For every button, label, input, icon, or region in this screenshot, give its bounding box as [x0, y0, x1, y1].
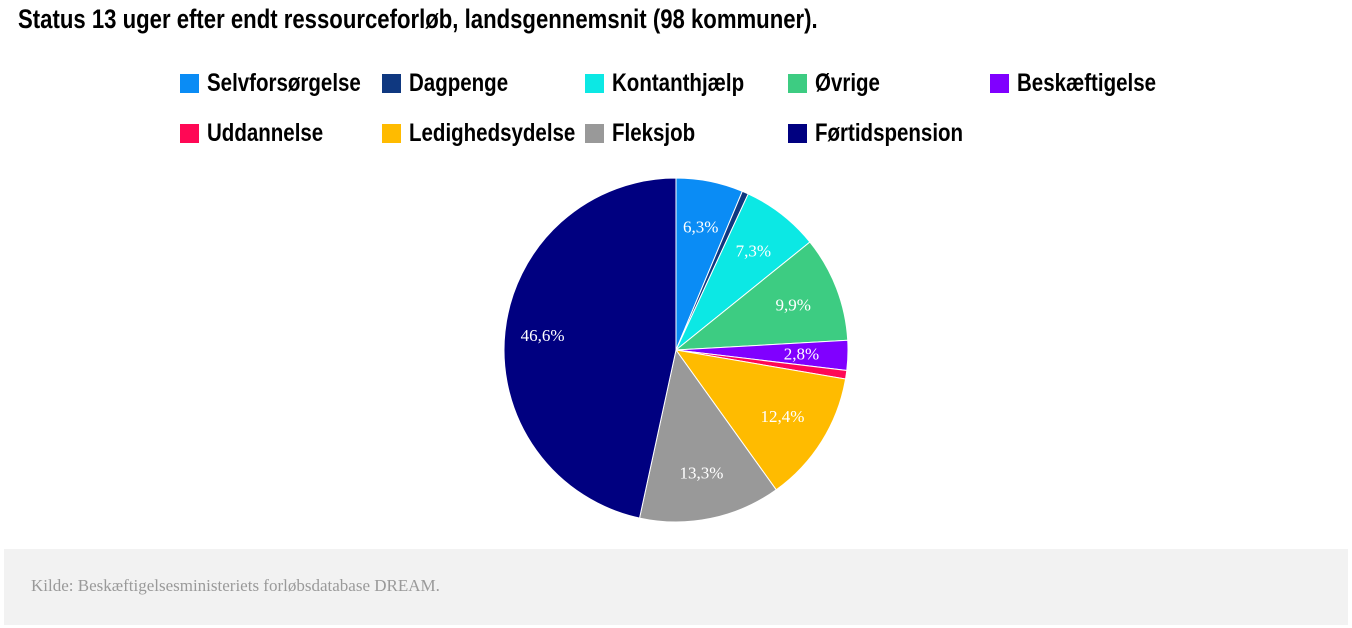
data-label-foertidspension: 46,6%: [521, 326, 565, 345]
source-footer: Kilde: Beskæftigelsesministeriets forløb…: [4, 549, 1348, 625]
pie-slice-ledighedsydelse: [674, 349, 847, 491]
legend-label: Beskæftigelse: [1017, 68, 1157, 97]
data-label-fleksjob: 13,3%: [680, 464, 724, 483]
legend-label: Førtidspension: [815, 118, 964, 147]
source-note: Kilde: Beskæftigelsesministeriets forløb…: [31, 576, 440, 595]
data-label-oevrige: 9,9%: [775, 295, 810, 314]
legend-item-dagpenge: Dagpenge: [382, 68, 530, 98]
pie-chart: 6,3% 7,3% 9,9% 2,8% 12,4% 13,3% 46,6%: [503, 177, 849, 523]
legend-swatch: [180, 73, 199, 93]
legend-swatch: [788, 123, 807, 143]
pie-slice-foertidspension: [503, 177, 677, 519]
legend-swatch: [382, 73, 401, 93]
legend-item-fleksjob: Fleksjob: [585, 118, 713, 148]
legend-label: Ledighedsydelse: [409, 118, 576, 147]
legend-swatch: [585, 123, 604, 143]
legend-item-oevrige: Øvrige: [788, 68, 894, 98]
legend-label: Øvrige: [815, 68, 880, 97]
legend-label: Selvforsørgelse: [207, 68, 361, 97]
legend-swatch: [585, 73, 604, 93]
data-label-selvforsoergelse: 6,3%: [683, 217, 718, 236]
legend-item-selvforsoergelse: Selvforsørgelse: [180, 68, 395, 98]
pie-slice-oevrige: [674, 241, 849, 351]
legend-label: Dagpenge: [409, 68, 509, 97]
legend-label: Uddannelse: [207, 118, 324, 147]
legend-item-beskaeftigelse: Beskæftigelse: [990, 68, 1187, 98]
legend-item-kontanthjaelp: Kontanthjælp: [585, 68, 773, 98]
chart-title: Status 13 uger efter endt ressourceforlø…: [18, 4, 818, 34]
data-label-kontanthjaelp: 7,3%: [736, 242, 771, 261]
legend-item-uddannelse: Uddannelse: [180, 118, 349, 148]
data-label-beskaeftigelse: 2,8%: [784, 344, 819, 363]
legend-item-ledighedsydelse: Ledighedsydelse: [382, 118, 612, 148]
legend-swatch: [382, 123, 401, 143]
pie-slice-fleksjob: [638, 348, 777, 523]
data-label-ledighedsydelse: 12,4%: [760, 407, 804, 426]
legend-item-foertidspension: Førtidspension: [788, 118, 996, 148]
legend-swatch: [180, 123, 199, 143]
legend-swatch: [990, 73, 1009, 93]
legend-label: Kontanthjælp: [612, 68, 745, 97]
legend-label: Fleksjob: [612, 118, 696, 147]
legend-swatch: [788, 73, 807, 93]
